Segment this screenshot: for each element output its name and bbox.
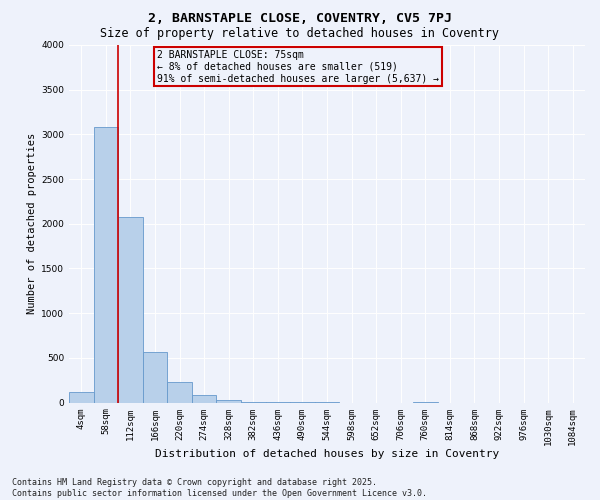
Text: 2, BARNSTAPLE CLOSE, COVENTRY, CV5 7PJ: 2, BARNSTAPLE CLOSE, COVENTRY, CV5 7PJ — [148, 12, 452, 26]
Bar — [167, 382, 192, 402]
Bar — [143, 352, 167, 403]
Bar — [217, 400, 241, 402]
Bar — [69, 392, 94, 402]
Text: 2 BARNSTAPLE CLOSE: 75sqm
← 8% of detached houses are smaller (519)
91% of semi-: 2 BARNSTAPLE CLOSE: 75sqm ← 8% of detach… — [157, 50, 439, 84]
Bar — [192, 396, 217, 402]
Bar — [94, 127, 118, 402]
Bar — [118, 218, 143, 402]
Text: Size of property relative to detached houses in Coventry: Size of property relative to detached ho… — [101, 28, 499, 40]
Text: Contains HM Land Registry data © Crown copyright and database right 2025.
Contai: Contains HM Land Registry data © Crown c… — [12, 478, 427, 498]
Y-axis label: Number of detached properties: Number of detached properties — [27, 133, 37, 314]
X-axis label: Distribution of detached houses by size in Coventry: Distribution of detached houses by size … — [155, 449, 499, 459]
